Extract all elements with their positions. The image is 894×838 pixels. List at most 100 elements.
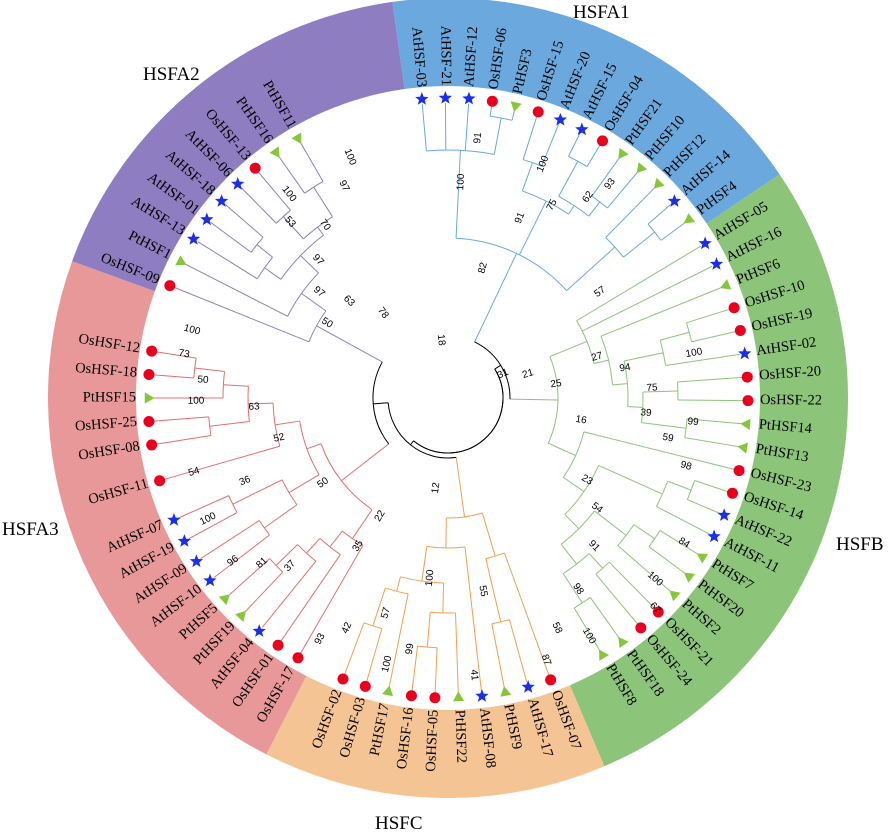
branch-segment: [677, 399, 743, 402]
branch-segment: [573, 607, 601, 652]
bootstrap-value: 100: [198, 510, 218, 528]
branch-segment: [410, 440, 414, 446]
branch-arc: [426, 149, 495, 155]
branch-segment: [627, 406, 643, 408]
branch-segment: [612, 383, 628, 386]
clade-band-hsfc: [266, 675, 605, 798]
branch-segment: [184, 263, 288, 317]
bootstrap-value: 16: [575, 414, 588, 427]
branch-arc: [522, 190, 569, 215]
branch-segment: [455, 612, 459, 693]
bootstrap-value: 75: [545, 197, 560, 212]
rice-circle-icon: [359, 680, 371, 692]
rice-circle-icon: [143, 368, 155, 380]
leaf-label: AtHSF-21: [437, 25, 454, 86]
branch-segment: [665, 353, 740, 366]
bootstrap-value: 87: [539, 653, 553, 668]
branch-arc: [280, 234, 324, 280]
branch-segment: [564, 514, 580, 530]
branch-arc: [568, 155, 588, 167]
bootstrap-value: 63: [248, 401, 260, 413]
bootstrap-value: 94: [619, 362, 632, 375]
bootstrap-value: 31: [496, 367, 511, 382]
bootstrap-value: 91: [472, 131, 484, 144]
branch-segment: [563, 476, 585, 492]
branch-segment: [396, 576, 401, 592]
bootstrap-value: 97: [310, 252, 326, 268]
branch-segment: [329, 530, 343, 548]
arabidopsis-star-icon: [415, 92, 429, 105]
bootstrap-value: 53: [282, 214, 298, 230]
leaf-label: PtHSF15: [83, 389, 136, 405]
clade-label-hsfa1: HSFA1: [573, 2, 630, 23]
branch-segment: [521, 162, 533, 192]
branch-segment: [617, 545, 671, 592]
branch-segment: [421, 104, 427, 151]
arabidopsis-star-icon: [438, 91, 453, 104]
bootstrap-value: 18: [435, 334, 447, 347]
branch-segment: [213, 534, 270, 578]
bootstrap-value: 12: [430, 481, 442, 494]
branch-arc: [560, 510, 595, 545]
branch-segment: [691, 331, 736, 343]
branch-segment: [263, 504, 298, 529]
poplar-triangle-icon: [683, 572, 696, 583]
branch-segment: [300, 255, 319, 274]
branch-arc: [400, 576, 444, 584]
arabidopsis-star-icon: [667, 194, 682, 207]
branch-arc: [558, 195, 590, 217]
branch-segment: [659, 530, 699, 555]
branch-segment: [558, 161, 579, 197]
branch-arc: [228, 495, 238, 513]
branch-segment: [278, 156, 306, 194]
clade-label-hsfb: HSFB: [836, 534, 884, 555]
branch-segment: [153, 416, 209, 422]
branch-segment: [372, 587, 386, 627]
branch-arc: [686, 480, 696, 500]
branch-segment: [687, 499, 720, 514]
leaf-label: OsHSF-16: [394, 707, 417, 771]
branch-arc: [491, 619, 510, 625]
branch-segment: [200, 520, 260, 560]
bootstrap-value: 50: [197, 374, 209, 386]
bootstrap-value: 41: [468, 669, 480, 682]
poplar-triangle-icon: [740, 418, 751, 431]
arabidopsis-star-icon: [252, 624, 266, 637]
bootstrap-value: 100: [182, 323, 201, 338]
branch-segment: [694, 480, 728, 493]
bootstrap-value: 62: [580, 189, 596, 205]
rice-circle-icon: [741, 371, 753, 383]
rice-circle-icon: [292, 652, 304, 664]
bootstrap-value: 50: [315, 475, 331, 491]
rice-circle-icon: [652, 606, 664, 618]
bootstrap-value: 39: [640, 407, 652, 419]
branch-segment: [605, 187, 656, 238]
bootstrap-value: 70: [317, 217, 333, 233]
branch-segment: [667, 480, 692, 491]
leaf-label: AtHSF-12: [461, 26, 481, 87]
arabidopsis-star-icon: [462, 91, 476, 105]
branch-segment: [594, 510, 627, 536]
leaf-label: OsHSF-25: [74, 414, 137, 435]
branch-arc: [647, 223, 662, 241]
poplar-triangle-icon: [683, 213, 696, 224]
branch-segment: [282, 216, 304, 240]
branch-segment: [474, 253, 518, 343]
branch-segment: [188, 512, 238, 540]
poplar-triangle-icon: [235, 610, 246, 622]
bootstrap-value: 54: [187, 465, 201, 479]
branch-arc: [523, 159, 542, 167]
poplar-triangle-icon: [696, 553, 709, 564]
branch-segment: [442, 582, 445, 613]
branch-arc: [287, 272, 319, 317]
poplar-triangle-icon: [618, 636, 629, 649]
branch-segment: [660, 331, 690, 341]
branch-segment: [511, 110, 515, 121]
branch-segment: [275, 544, 298, 566]
branch-segment: [642, 390, 678, 393]
bootstrap-value: 99: [404, 642, 417, 655]
species-markers: [143, 91, 754, 704]
arabidopsis-star-icon: [200, 212, 214, 226]
branch-segment: [684, 437, 740, 448]
